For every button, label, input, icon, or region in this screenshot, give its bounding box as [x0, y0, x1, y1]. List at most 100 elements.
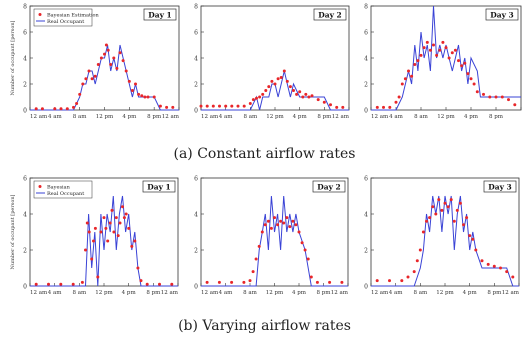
- estimation-point: [288, 225, 292, 229]
- estimation-point: [171, 105, 175, 109]
- estimation-point: [437, 198, 441, 202]
- estimation-point: [139, 279, 143, 283]
- day-title-box: [485, 8, 519, 21]
- x-tick-label: 12 am: [161, 290, 179, 296]
- estimation-point: [47, 282, 50, 286]
- estimation-point: [257, 244, 261, 248]
- estimation-point: [146, 95, 150, 99]
- estimation-point: [397, 95, 401, 99]
- x-tick-label: 8 am: [73, 114, 88, 120]
- estimation-point: [112, 230, 116, 234]
- y-tick-label: 2: [23, 82, 27, 89]
- estimation-point: [103, 52, 106, 56]
- estimation-point: [488, 95, 492, 99]
- estimation-point: [458, 201, 462, 205]
- estimation-point: [434, 212, 438, 216]
- estimation-point: [465, 216, 469, 220]
- estimation-point: [165, 105, 169, 109]
- estimation-point: [443, 201, 447, 205]
- estimation-point: [412, 270, 416, 274]
- estimation-point: [145, 282, 149, 286]
- estimation-point: [276, 77, 280, 81]
- estimation-point: [81, 82, 85, 86]
- estimation-point: [450, 51, 454, 55]
- estimation-point: [118, 51, 122, 55]
- estimation-point: [441, 40, 445, 44]
- estimation-point: [400, 82, 404, 86]
- estimation-point: [480, 259, 484, 263]
- estimation-point: [112, 56, 116, 60]
- estimation-point: [285, 216, 289, 220]
- estimation-point: [96, 275, 100, 279]
- estimation-point: [292, 89, 295, 92]
- estimation-point: [260, 230, 264, 234]
- estimation-point: [500, 95, 504, 99]
- estimation-point: [466, 72, 470, 76]
- estimation-point: [297, 230, 301, 234]
- estimation-point: [80, 280, 84, 284]
- estimation-point: [335, 105, 339, 109]
- legend-estimation-marker: [38, 13, 42, 16]
- estimation-point: [122, 216, 126, 220]
- estimation-point: [92, 239, 95, 243]
- y-tick-label: 0: [23, 284, 27, 291]
- estimation-point: [494, 95, 498, 99]
- estimation-point: [298, 90, 302, 94]
- x-tick-label: 12 am: [162, 114, 180, 120]
- x-tick-label: 8 am: [413, 290, 428, 296]
- plot-frame: [370, 5, 522, 111]
- x-tick-label: 12 pm: [96, 114, 114, 120]
- x-tick-label: 8 pm: [487, 290, 502, 296]
- estimation-point: [264, 89, 268, 92]
- x-tick-label: 12 am: [30, 114, 48, 120]
- series-real-occupant-line: [30, 195, 178, 287]
- estimation-point: [455, 208, 459, 212]
- estimation-point: [438, 48, 442, 52]
- y-tick-label: 4: [23, 212, 27, 219]
- y-tick-label: 6: [364, 176, 368, 183]
- x-tick-label: 12 pm: [95, 290, 113, 296]
- y-axis-label: Number of occupant [person]: [10, 194, 16, 269]
- x-tick-label: 4 pm: [293, 114, 308, 120]
- x-tick-label: 4 am: [219, 114, 234, 120]
- estimation-point: [116, 234, 120, 238]
- x-tick-label: 12 am: [502, 290, 520, 296]
- x-tick-label: 12 am: [371, 114, 389, 120]
- estimation-point: [121, 205, 124, 209]
- x-tick-label: 12 pm: [266, 114, 284, 120]
- estimation-point: [236, 104, 240, 108]
- day-title: Day 2: [317, 182, 341, 191]
- estimation-point: [492, 264, 496, 268]
- x-tick-label: 8 pm: [489, 114, 504, 120]
- estimation-point: [419, 53, 423, 57]
- estimation-point: [127, 79, 131, 83]
- estimation-point: [432, 43, 435, 47]
- estimation-point: [469, 77, 473, 81]
- y-tick-label: 8: [194, 4, 198, 11]
- estimation-point: [482, 92, 485, 96]
- day-title: Day 2: [318, 10, 342, 19]
- estimation-point: [446, 205, 450, 209]
- estimation-point: [407, 69, 410, 73]
- estimation-point: [40, 107, 44, 111]
- estimation-point: [421, 230, 425, 234]
- estimation-point: [248, 102, 252, 105]
- estimation-point: [322, 100, 326, 104]
- estimation-point: [425, 219, 428, 223]
- estimation-point: [110, 208, 114, 212]
- x-tick-label: 4 am: [48, 290, 63, 296]
- estimation-point: [96, 63, 100, 66]
- estimation-point: [261, 92, 265, 96]
- estimation-point: [230, 280, 234, 284]
- legend-occupant-label: Real Occupant: [47, 19, 84, 25]
- day-title: Day 3: [490, 10, 514, 19]
- day-title-box: [483, 180, 517, 193]
- estimation-point: [158, 104, 162, 108]
- estimation-point: [199, 104, 203, 108]
- estimation-point: [279, 76, 283, 79]
- estimation-point: [310, 94, 314, 98]
- day-title-box: [313, 8, 347, 21]
- legend-estimation-label: Bayesian Estimation: [47, 12, 100, 18]
- x-tick-label: 12 am: [371, 290, 389, 296]
